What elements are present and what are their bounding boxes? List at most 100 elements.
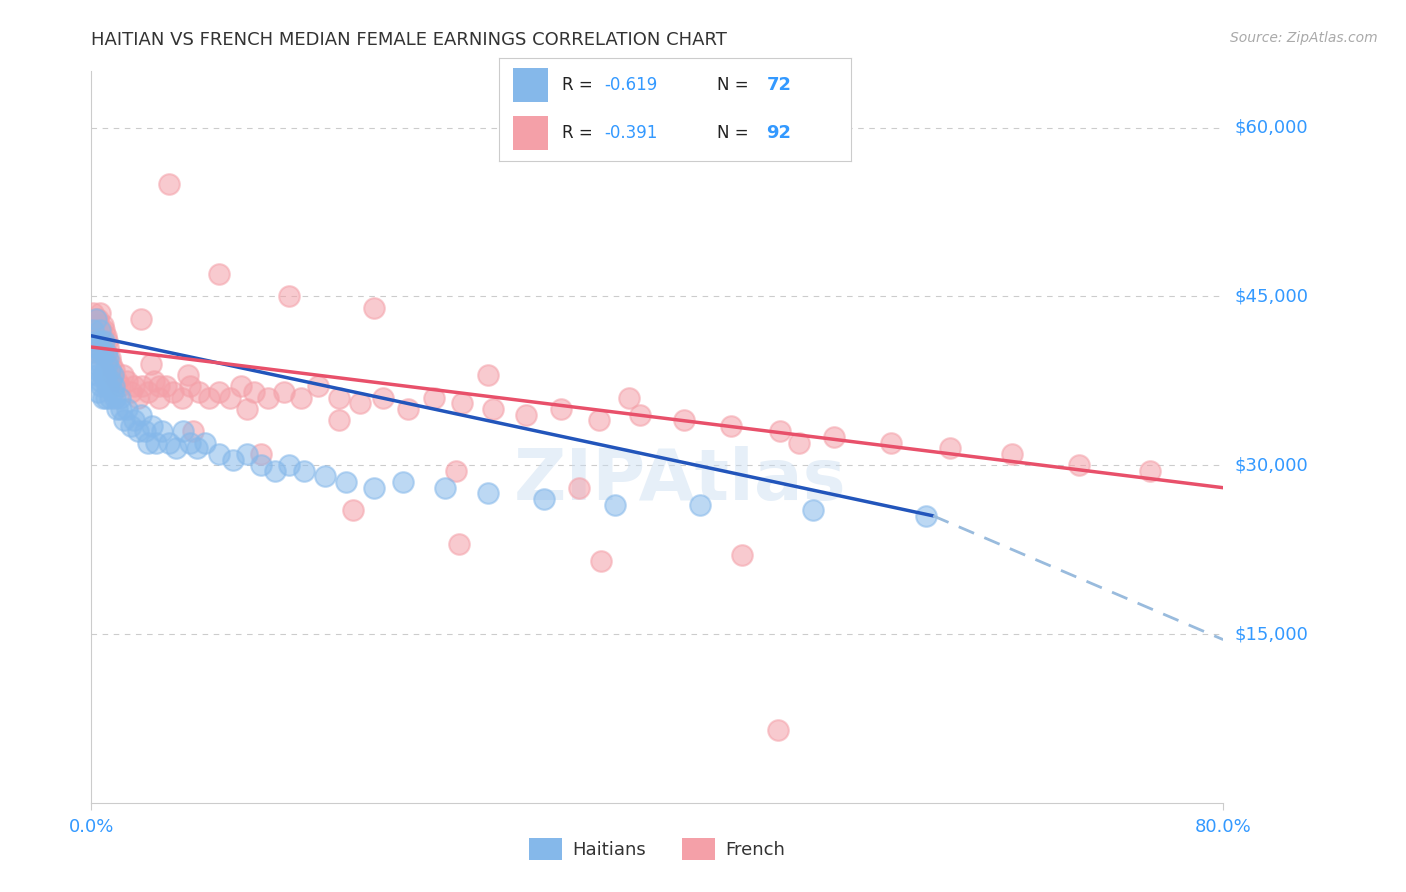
Point <box>96 334 118 349</box>
Point <box>83 323 105 337</box>
Point <box>122 413 145 427</box>
Point <box>170 391 193 405</box>
Point <box>482 401 505 416</box>
Point <box>328 413 350 427</box>
Point <box>105 374 128 388</box>
Point <box>208 447 231 461</box>
Text: $30,000: $30,000 <box>1234 456 1308 475</box>
Point <box>91 334 114 349</box>
Point <box>236 401 259 416</box>
Point <box>98 391 121 405</box>
Point <box>673 413 696 427</box>
Point <box>96 351 118 366</box>
Point <box>100 374 122 388</box>
Point <box>423 391 446 405</box>
Point <box>142 374 165 388</box>
Point <box>108 391 131 405</box>
Point <box>87 328 110 343</box>
Point <box>97 340 120 354</box>
Point <box>915 508 938 523</box>
Point <box>187 385 209 400</box>
Point <box>179 379 201 393</box>
Text: $15,000: $15,000 <box>1234 625 1308 643</box>
Point <box>98 351 121 366</box>
Point <box>939 442 962 456</box>
Point <box>134 425 156 439</box>
Point <box>801 503 824 517</box>
Point <box>363 481 385 495</box>
Point <box>110 401 132 416</box>
Point <box>86 345 108 359</box>
Point <box>120 418 142 433</box>
Point <box>720 418 742 433</box>
Point <box>208 385 231 400</box>
Point <box>172 425 194 439</box>
Text: ZIPAtlas: ZIPAtlas <box>513 447 846 516</box>
Point <box>731 548 754 562</box>
Point <box>91 318 114 332</box>
Text: R =: R = <box>562 124 599 142</box>
Point <box>550 401 572 416</box>
Point <box>86 334 108 349</box>
Point <box>100 357 122 371</box>
Point <box>94 368 117 383</box>
Point <box>129 408 152 422</box>
Point <box>1001 447 1024 461</box>
Point <box>93 323 115 337</box>
Point <box>150 425 173 439</box>
Point <box>1067 458 1090 473</box>
Point <box>396 401 419 416</box>
Point <box>446 464 468 478</box>
Point <box>250 447 273 461</box>
Point <box>89 306 111 320</box>
Text: 92: 92 <box>766 124 792 142</box>
Point <box>371 391 394 405</box>
Point <box>82 306 104 320</box>
Point <box>94 328 117 343</box>
Point <box>176 368 198 383</box>
Point <box>148 379 170 393</box>
Point <box>94 391 117 405</box>
Point <box>105 401 128 416</box>
Point <box>391 475 413 489</box>
Point <box>93 368 115 383</box>
Point <box>84 312 107 326</box>
Point <box>91 391 114 405</box>
Point <box>127 425 149 439</box>
Point <box>589 554 612 568</box>
Point <box>93 340 115 354</box>
Text: R =: R = <box>562 76 599 94</box>
Point <box>111 368 134 383</box>
Point <box>157 177 180 191</box>
Point <box>477 368 499 383</box>
Text: HAITIAN VS FRENCH MEDIAN FEMALE EARNINGS CORRELATION CHART: HAITIAN VS FRENCH MEDIAN FEMALE EARNINGS… <box>91 31 727 49</box>
Point <box>84 312 107 326</box>
Point <box>129 312 152 326</box>
Point <box>87 340 110 354</box>
Point <box>108 379 131 393</box>
Point <box>603 498 626 512</box>
Text: -0.391: -0.391 <box>605 124 658 142</box>
Point <box>90 379 112 393</box>
Point <box>91 368 114 383</box>
Point <box>90 334 112 349</box>
Point <box>84 334 107 349</box>
Point <box>112 413 135 427</box>
FancyBboxPatch shape <box>513 69 548 102</box>
Point <box>193 435 217 450</box>
Point <box>451 396 474 410</box>
Text: Source: ZipAtlas.com: Source: ZipAtlas.com <box>1230 31 1378 45</box>
Point <box>98 362 121 376</box>
Point <box>208 267 231 281</box>
Legend: Haitians, French: Haitians, French <box>522 830 793 867</box>
Point <box>186 442 208 456</box>
Point <box>104 391 127 405</box>
Point <box>94 345 117 359</box>
Point <box>120 385 142 400</box>
Point <box>689 498 711 512</box>
Point <box>96 379 118 393</box>
Point <box>533 491 555 506</box>
Point <box>89 340 111 354</box>
Text: $60,000: $60,000 <box>1234 119 1308 136</box>
Point <box>449 537 471 551</box>
